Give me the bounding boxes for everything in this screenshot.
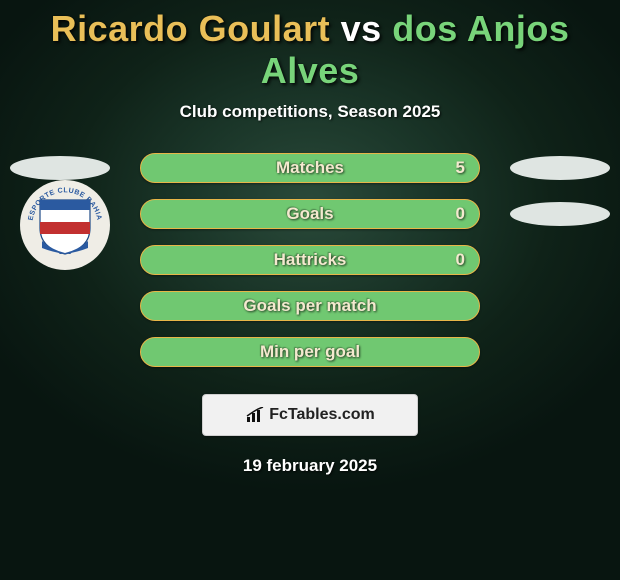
stat-bar: Goals0 <box>140 199 480 229</box>
stat-bar: Min per goal <box>140 337 480 367</box>
title-vs: vs <box>341 8 382 49</box>
bar-chart-icon <box>245 407 265 423</box>
stat-row: Min per goal <box>0 334 620 380</box>
title-player1: Ricardo Goulart <box>51 8 331 49</box>
stat-label: Hattricks <box>141 246 479 274</box>
stat-label: Goals <box>141 200 479 228</box>
stat-value-right: 0 <box>456 200 465 228</box>
date-text: 19 february 2025 <box>0 456 620 476</box>
stat-label: Min per goal <box>141 338 479 366</box>
stat-slot-right <box>510 202 610 226</box>
subtitle: Club competitions, Season 2025 <box>0 102 620 122</box>
stat-label: Matches <box>141 154 479 182</box>
stat-slot-left <box>10 156 110 180</box>
branding-text: FcTables.com <box>269 406 375 424</box>
stat-value-right: 5 <box>456 154 465 182</box>
content-root: Ricardo Goulart vs dos Anjos Alves Club … <box>0 0 620 580</box>
stat-bar: Hattricks0 <box>140 245 480 275</box>
club-badge: ESPORTE CLUBE BAHIA 1931 <box>20 180 110 270</box>
stat-value-right: 0 <box>456 246 465 274</box>
stat-slot-right <box>510 156 610 180</box>
stat-row: Goals per match <box>0 288 620 334</box>
stat-bar: Goals per match <box>140 291 480 321</box>
stat-label: Goals per match <box>141 292 479 320</box>
branding-panel: FcTables.com <box>202 394 418 436</box>
page-title: Ricardo Goulart vs dos Anjos Alves <box>0 8 620 92</box>
stat-bar: Matches5 <box>140 153 480 183</box>
club-badge-shield <box>38 198 92 256</box>
